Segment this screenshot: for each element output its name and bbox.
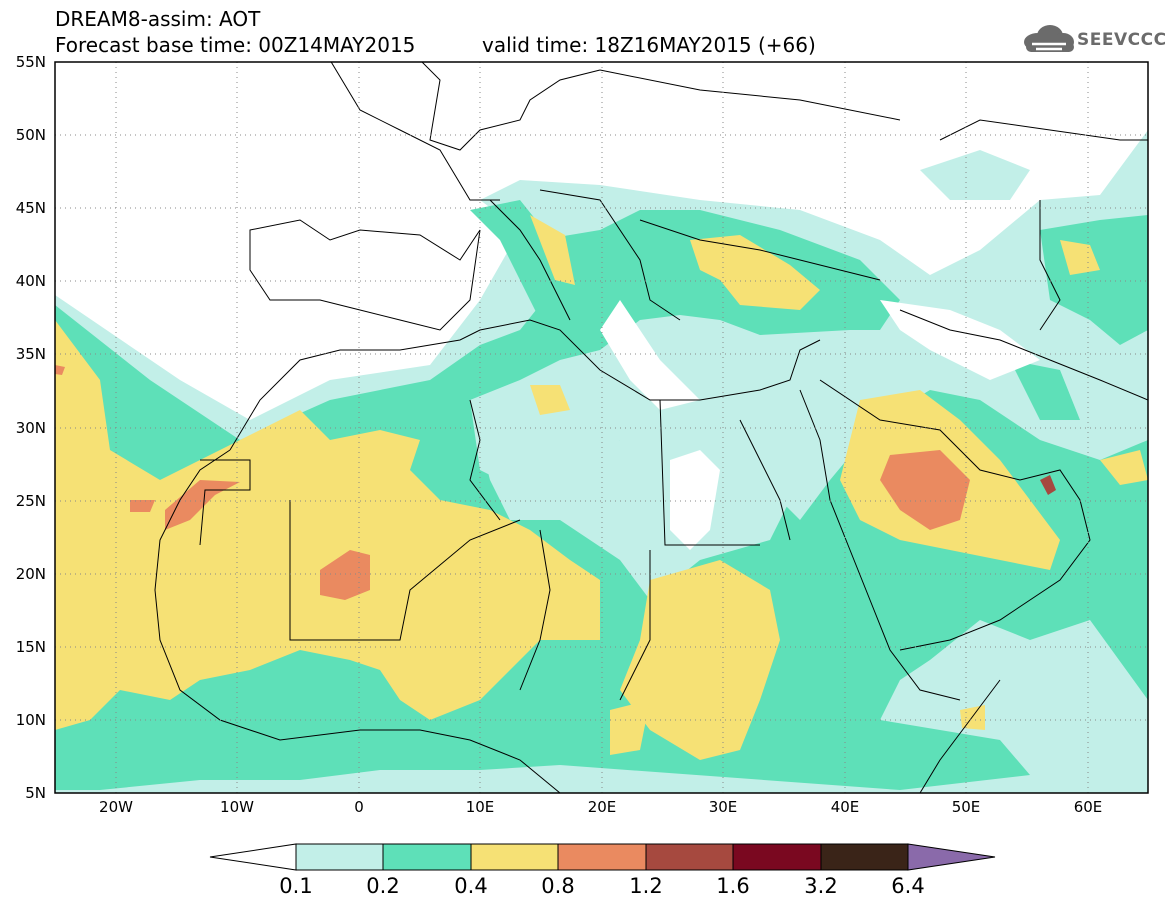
colorbar-swatch-0.8 <box>557 843 647 871</box>
colorbar-swatch-0.4 <box>470 843 559 871</box>
coastlines <box>154 62 1148 793</box>
lon-label-0: 0 <box>354 798 364 816</box>
aot-band-0.4-i <box>530 215 575 285</box>
lat-label-40n: 40N <box>16 272 46 290</box>
colorbar-tick-1.6: 1.6 <box>716 874 749 898</box>
lat-label-5n: 5N <box>25 784 46 802</box>
colorbar <box>209 843 996 871</box>
lat-label-35n: 35N <box>16 345 46 363</box>
aot-band-0.8-c <box>165 480 240 530</box>
colorbar-tick-0.1: 0.1 <box>279 874 312 898</box>
forecast-base-time: Forecast base time: 00Z14MAY2015 <box>55 33 416 57</box>
lon-label-10e: 10E <box>466 798 495 816</box>
lon-label-10w: 10W <box>220 798 254 816</box>
aot-band-0.4-g <box>1100 450 1148 485</box>
colorbar-swatch-3.2 <box>820 843 909 871</box>
aot-band-0.2-d <box>1010 360 1080 420</box>
lat-label-10n: 10N <box>16 711 46 729</box>
aot-band-0.2-b <box>470 200 570 320</box>
colorbar-tick-0.4: 0.4 <box>454 874 487 898</box>
colorbar-tick-0.2: 0.2 <box>366 874 399 898</box>
aot-band-0.4 <box>55 320 600 730</box>
aot-band-0.4-h <box>530 385 570 415</box>
colorbar-swatch-1.6 <box>732 843 822 871</box>
aot-field <box>55 130 1148 793</box>
lat-label-25n: 25N <box>16 492 46 510</box>
colorbar-tick-0.8: 0.8 <box>541 874 574 898</box>
aot-band-0.8-b <box>320 550 370 600</box>
lon-label-30e: 30E <box>709 798 738 816</box>
lat-label-50n: 50N <box>16 126 46 144</box>
colorbar-max-arrow <box>907 843 996 871</box>
lon-label-40e: 40E <box>831 798 860 816</box>
aot-band-0.4-e <box>690 235 820 310</box>
colorbar-min-arrow <box>209 843 297 871</box>
map-title: DREAM8-assim: AOT <box>55 7 261 31</box>
aot-band-0.1-b <box>920 150 1030 200</box>
aot-gap-white-1 <box>670 450 720 550</box>
aot-band-0.4-f <box>1060 240 1100 275</box>
aot-gap-white-3 <box>880 300 1040 380</box>
valid-time: valid time: 18Z16MAY2015 (+66) <box>482 33 816 57</box>
lat-axis: 55N 50N 45N 40N 35N 30N 25N 20N 15N 10N … <box>16 53 46 802</box>
grid-lines <box>55 62 1148 793</box>
lat-label-30n: 30N <box>16 419 46 437</box>
cloud-icon <box>1024 25 1074 52</box>
lat-label-20n: 20N <box>16 565 46 583</box>
colorbar-swatch-1.2 <box>645 843 734 871</box>
lat-label-55n: 55N <box>16 53 46 71</box>
colorbar-swatch-0.2 <box>382 843 472 871</box>
colorbar-tick-1.2: 1.2 <box>629 874 662 898</box>
colorbar-ticks: 0.1 0.2 0.4 0.8 1.2 1.6 3.2 6.4 <box>279 874 924 898</box>
aot-band-0.8-d <box>130 500 155 512</box>
colorbar-tick-6.4: 6.4 <box>891 874 924 898</box>
lon-label-20w: 20W <box>99 798 133 816</box>
lon-label-50e: 50E <box>952 798 981 816</box>
aot-band-0.4-b <box>620 560 780 760</box>
logo-text: SEEVCCC <box>1077 30 1165 50</box>
colorbar-swatch-0.1 <box>295 843 384 871</box>
aot-band-0.8 <box>880 450 970 530</box>
lon-axis: 20W 10W 0 10E 20E 30E 40E 50E 60E <box>99 798 1102 816</box>
plot-frame <box>54 61 1149 794</box>
lon-label-60e: 60E <box>1074 798 1103 816</box>
lat-label-45n: 45N <box>16 199 46 217</box>
aot-band-1.2 <box>1040 475 1056 495</box>
lat-label-15n: 15N <box>16 638 46 656</box>
colorbar-tick-3.2: 3.2 <box>804 874 837 898</box>
lon-label-20e: 20E <box>588 798 617 816</box>
aot-band-0.8-e <box>55 365 65 375</box>
aot-band-0.4-c <box>610 700 650 755</box>
aot-gap-white-2 <box>600 300 700 410</box>
